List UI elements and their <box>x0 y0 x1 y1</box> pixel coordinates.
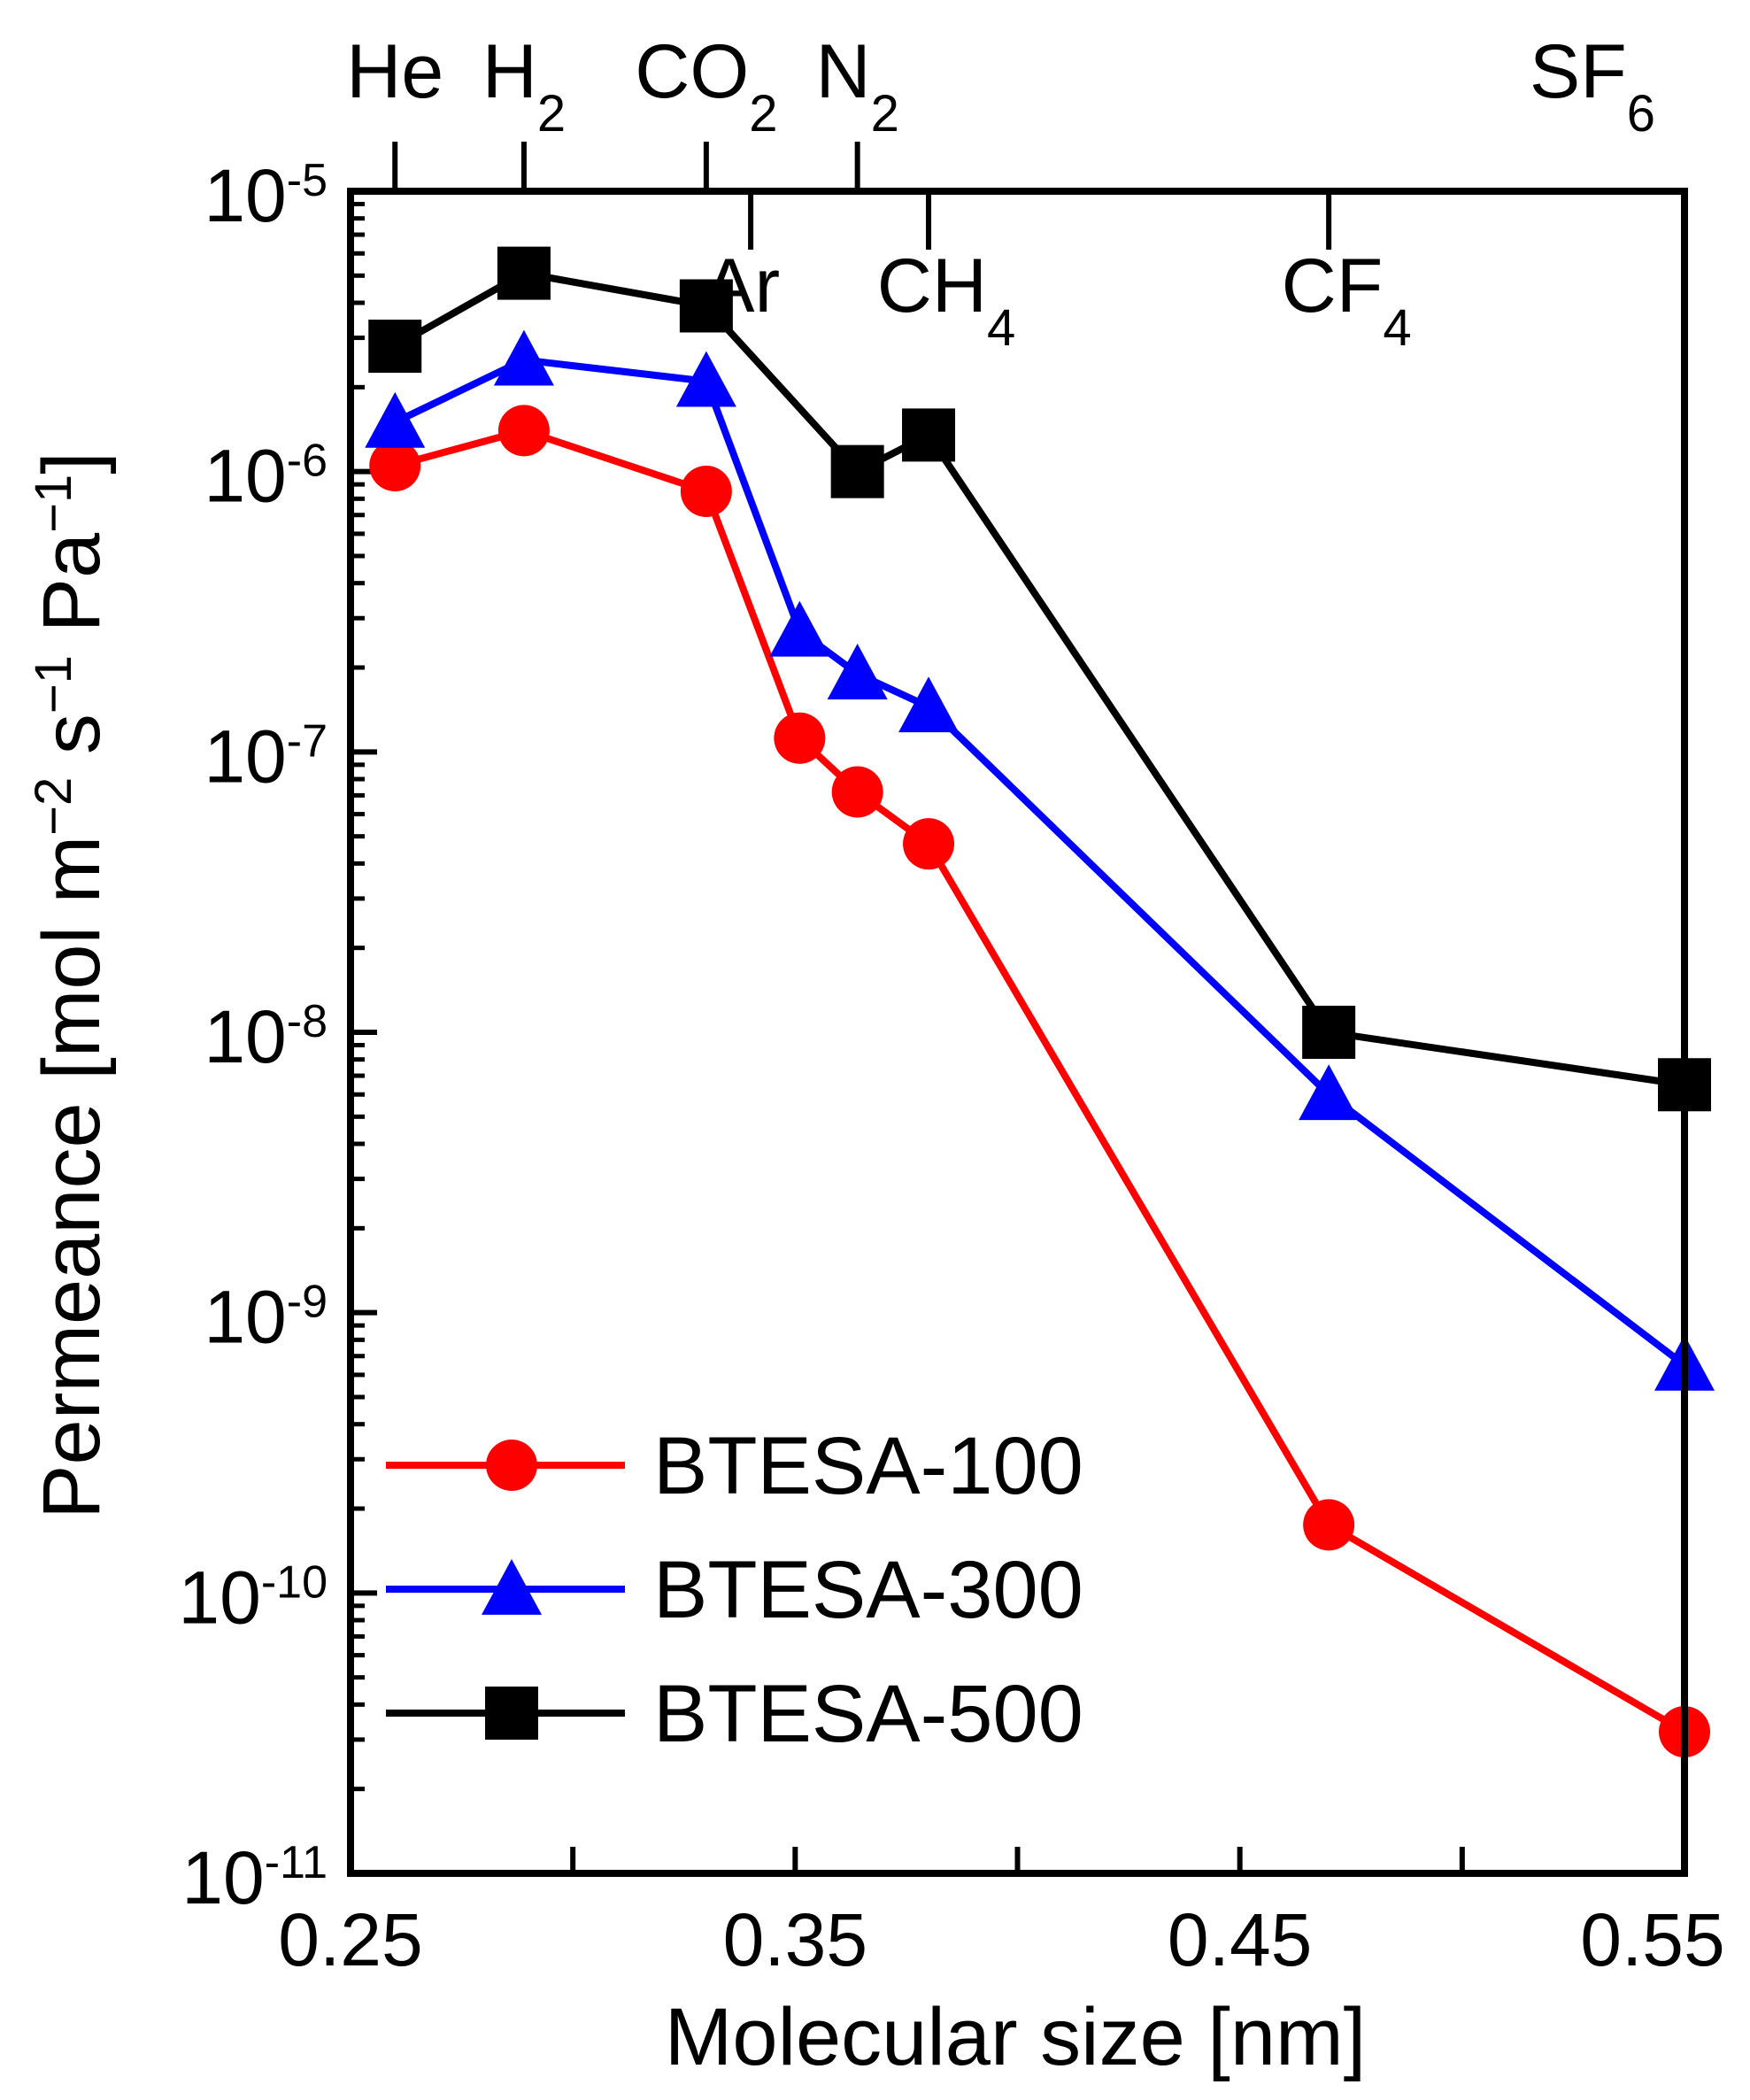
x-tick-label: 0.35 <box>723 1898 868 1981</box>
molecule-label: N2 <box>815 29 898 143</box>
molecule-label-subscript: 2 <box>749 85 777 143</box>
molecule-label-subscript: 2 <box>537 85 566 143</box>
molecule-label-name: N <box>815 29 870 114</box>
data-point-btesa-500 <box>368 320 422 374</box>
molecule-label-name: H <box>482 29 537 114</box>
data-point-btesa-100 <box>903 818 955 870</box>
molecule-label-name: SF <box>1530 29 1627 114</box>
molecule-label-name: He <box>346 29 443 114</box>
series-line-btesa-100 <box>394 427 1687 1735</box>
data-point-btesa-500 <box>497 246 551 300</box>
molecule-label-name: CH <box>877 243 987 328</box>
y-axis-title-end: ] <box>27 452 117 475</box>
y-tick-label-exponent: -10 <box>261 1556 328 1608</box>
y-tick-label-base: 10 <box>204 154 286 237</box>
y-tick-label-exponent: -6 <box>287 436 328 487</box>
y-tick-label-base: 10 <box>204 714 286 798</box>
data-point-btesa-300 <box>675 351 736 407</box>
y-tick-label: 10-10 <box>178 1556 328 1639</box>
x-tick-label: 0.55 <box>1580 1898 1725 1981</box>
legend-label-btesa-300: BTESA-300 <box>653 1545 1083 1635</box>
data-point-btesa-300 <box>769 600 830 657</box>
molecule-label: He <box>346 29 443 114</box>
y-tick-label-base: 10 <box>204 1276 286 1359</box>
molecule-label: H2 <box>482 29 566 143</box>
y-tick-label-base: 10 <box>178 1556 260 1639</box>
data-point-btesa-300 <box>827 644 888 699</box>
y-tick-label-exponent: -7 <box>287 715 328 767</box>
molecule-label-subscript: 4 <box>1383 299 1411 357</box>
molecule-label: CF4 <box>1282 243 1412 357</box>
molecule-label: Ar <box>704 243 780 328</box>
y-tick-label: 10-6 <box>204 435 328 518</box>
data-point-btesa-300 <box>898 676 960 733</box>
y-tick-label-exponent: -8 <box>287 996 328 1047</box>
y-tick-label: 10-11 <box>181 1836 328 1919</box>
data-point-btesa-100 <box>1303 1499 1355 1551</box>
y-axis-title-sup-2: −1 <box>25 655 82 714</box>
data-point-btesa-300 <box>493 329 554 386</box>
legend-marker-btesa-500 <box>485 1687 538 1740</box>
molecule-label-subscript: 2 <box>871 85 899 143</box>
legend-label-btesa-100: BTESA-100 <box>653 1421 1083 1511</box>
plot-frame <box>347 188 1688 1877</box>
molecule-label-subscript: 4 <box>987 299 1015 357</box>
x-tick-label: 0.25 <box>278 1898 423 1981</box>
axis-major-ticks <box>348 189 1687 1876</box>
y-tick-label-exponent: -9 <box>287 1277 328 1328</box>
y-tick-label: 10-9 <box>204 1276 328 1359</box>
molecule-label-subscript: 6 <box>1627 85 1655 143</box>
data-point-btesa-500 <box>1302 1006 1356 1059</box>
data-point-btesa-100 <box>497 405 550 457</box>
legend-label-btesa-500: BTESA-500 <box>653 1669 1083 1759</box>
series-line-btesa-300 <box>393 356 1687 1369</box>
y-axis-title-pa: Pa <box>27 532 117 655</box>
y-tick-label-exponent: -5 <box>287 155 328 206</box>
y-tick-label-exponent: -11 <box>265 1837 328 1888</box>
molecule-label: SF6 <box>1530 29 1655 143</box>
data-point-btesa-300 <box>365 391 426 448</box>
y-axis-title-main: Permeance [mol m <box>27 836 117 1519</box>
data-point-btesa-100 <box>369 439 421 491</box>
x-tick-label: 0.45 <box>1168 1898 1313 1981</box>
series-line-btesa-500 <box>393 269 1685 1089</box>
y-tick-label: 10-5 <box>204 154 328 237</box>
y-axis-title-sup-3: −1 <box>25 475 82 533</box>
y-axis-title-s: s <box>27 714 117 777</box>
data-point-btesa-500 <box>902 408 956 462</box>
molecule-label-name: CF <box>1282 243 1384 328</box>
data-point-btesa-100 <box>831 766 883 818</box>
molecule-label: CH4 <box>877 243 1015 357</box>
y-axis-title: Permeance [mol m−2 s−1 Pa−1] <box>25 452 118 1519</box>
legend: BTESA-100 BTESA-300 BTESA-500 <box>386 1421 1083 1759</box>
series-lines <box>393 269 1687 1735</box>
molecule-label-name: Ar <box>704 243 780 328</box>
series-markers <box>365 246 1715 1758</box>
data-point-btesa-100 <box>680 466 732 518</box>
y-axis-title-sup-1: −2 <box>25 777 82 836</box>
y-tick-label-base: 10 <box>204 995 286 1078</box>
data-point-btesa-500 <box>830 444 884 498</box>
y-tick-label-base: 10 <box>181 1836 264 1919</box>
data-point-btesa-100 <box>774 712 826 764</box>
molecule-label: CO2 <box>635 29 777 143</box>
y-tick-label-base: 10 <box>204 435 286 518</box>
data-point-btesa-500 <box>679 279 733 333</box>
x-axis-title: Molecular size [nm] <box>665 1992 1366 2082</box>
y-tick-label: 10-7 <box>204 714 328 798</box>
data-point-btesa-300 <box>1299 1064 1360 1121</box>
y-tick-label: 10-8 <box>204 995 328 1078</box>
molecule-label-name: CO <box>635 29 749 114</box>
x-tick-labels: 0.25 0.35 0.45 0.55 <box>278 1898 1725 1981</box>
legend-marker-btesa-300 <box>482 1559 542 1615</box>
legend-marker-btesa-100 <box>486 1440 537 1491</box>
